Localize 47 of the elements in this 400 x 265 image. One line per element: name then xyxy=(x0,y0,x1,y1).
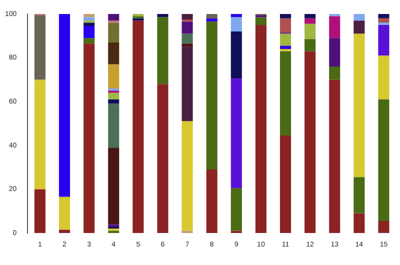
bar xyxy=(206,22,218,170)
bar xyxy=(280,18,292,33)
bar xyxy=(182,44,193,47)
bar xyxy=(255,24,266,233)
bar xyxy=(84,14,95,18)
bar xyxy=(280,136,292,233)
bar xyxy=(280,51,292,136)
bar xyxy=(157,17,168,84)
bar xyxy=(108,92,120,100)
bar xyxy=(304,51,316,233)
bar xyxy=(108,148,120,224)
bar xyxy=(84,44,95,233)
bar xyxy=(378,56,390,100)
bar xyxy=(206,18,218,22)
bar xyxy=(378,24,390,56)
bar xyxy=(157,84,168,233)
bar xyxy=(108,22,120,42)
bar xyxy=(58,14,70,197)
bar xyxy=(206,14,218,18)
bar xyxy=(329,80,340,233)
bar xyxy=(182,22,193,34)
bar xyxy=(206,169,218,233)
bar xyxy=(378,220,390,233)
bar xyxy=(58,230,70,233)
bar xyxy=(132,20,144,233)
bar xyxy=(84,26,95,38)
bar xyxy=(182,34,193,44)
bar xyxy=(108,104,120,148)
bar xyxy=(354,34,365,178)
bar xyxy=(230,188,242,231)
bar xyxy=(108,64,120,88)
bar xyxy=(84,38,95,44)
bar xyxy=(108,14,120,21)
bar xyxy=(34,189,46,233)
bar xyxy=(354,213,365,233)
bar xyxy=(378,99,390,221)
bar xyxy=(108,42,120,64)
bar xyxy=(182,14,193,20)
bar xyxy=(182,19,193,22)
bar xyxy=(230,78,242,188)
bar xyxy=(354,177,365,214)
bar xyxy=(255,17,266,25)
bar xyxy=(304,39,316,52)
bar xyxy=(354,14,365,21)
bar xyxy=(108,88,120,91)
bar xyxy=(230,17,242,32)
bar xyxy=(329,66,340,80)
